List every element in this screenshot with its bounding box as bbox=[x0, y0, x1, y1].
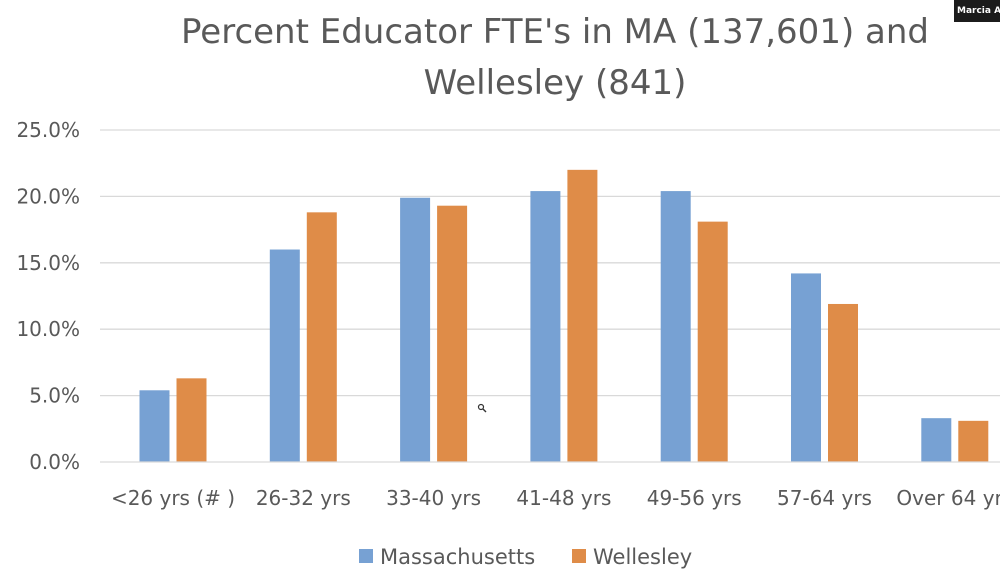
bar-massachusetts-3 bbox=[530, 191, 561, 462]
y-tick-label: 15.0% bbox=[16, 251, 80, 275]
bar-wellesley-6 bbox=[958, 420, 989, 462]
chart-title-line-1: Percent Educator FTE's in MA (137,601) a… bbox=[181, 12, 929, 52]
bar-wellesley-1 bbox=[306, 212, 337, 462]
legend: Massachusetts Wellesley bbox=[359, 545, 692, 569]
legend-label-massachusetts: Massachusetts bbox=[380, 545, 535, 569]
x-category-label: Over 64 yrs bbox=[896, 486, 1000, 510]
bar-massachusetts-1 bbox=[269, 249, 300, 462]
bar-wellesley-3 bbox=[567, 169, 598, 462]
bar-massachusetts-2 bbox=[400, 197, 431, 462]
x-category-label: 33-40 yrs bbox=[386, 486, 481, 510]
bar-wellesley-2 bbox=[437, 205, 468, 463]
legend-swatch-wellesley bbox=[572, 549, 586, 563]
bar-wellesley-0 bbox=[176, 378, 207, 462]
bar-wellesley-4 bbox=[697, 221, 728, 462]
y-tick-label: 5.0% bbox=[29, 384, 80, 408]
bar-massachusetts-0 bbox=[139, 390, 170, 462]
x-category-label: 26-32 yrs bbox=[256, 486, 351, 510]
chart-title-line-2: Wellesley (841) bbox=[424, 63, 687, 103]
y-tick-label: 25.0% bbox=[16, 118, 80, 142]
participant-name: Marcia A bbox=[957, 6, 1000, 16]
legend-swatch-massachusetts bbox=[359, 549, 373, 563]
legend-label-wellesley: Wellesley bbox=[593, 545, 692, 569]
y-axis-tick-labels: 0.0% 5.0% 10.0% 15.0% 20.0% 25.0% bbox=[16, 118, 80, 474]
y-tick-label: 0.0% bbox=[29, 450, 80, 474]
x-axis-category-labels: <26 yrs (# ) 26-32 yrs 33-40 yrs 41-48 yrs 4… bbox=[111, 486, 1000, 510]
bar-wellesley-5 bbox=[828, 303, 858, 462]
x-category-label: 49-56 yrs bbox=[647, 486, 742, 510]
chart-title: Percent Educator FTE's in MA (137,601) a… bbox=[181, 12, 929, 103]
x-category-label: 41-48 yrs bbox=[516, 486, 611, 510]
participant-video-tile: Marcia A bbox=[954, 0, 1000, 22]
bar-massachusetts-6 bbox=[921, 418, 952, 462]
bars bbox=[139, 169, 989, 463]
x-category-label: <26 yrs (# ) bbox=[111, 486, 235, 510]
x-category-label: 57-64 yrs bbox=[777, 486, 872, 510]
bar-massachusetts-4 bbox=[660, 191, 691, 462]
y-tick-label: 20.0% bbox=[16, 184, 80, 208]
y-tick-label: 10.0% bbox=[16, 317, 80, 341]
mouse-cursor-icon bbox=[477, 403, 487, 413]
bar-massachusetts-5 bbox=[791, 273, 821, 462]
